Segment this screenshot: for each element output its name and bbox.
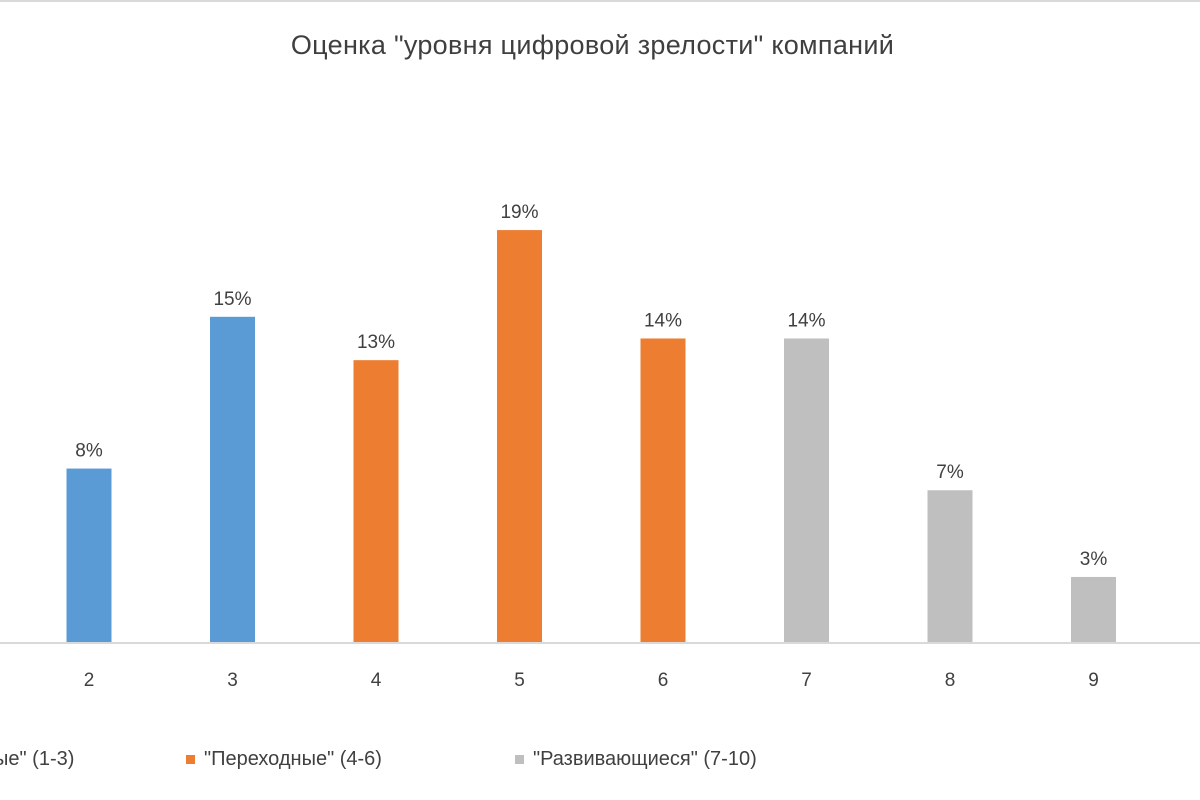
bars-layer xyxy=(66,230,1116,642)
legend-swatch-4-6 xyxy=(186,755,195,764)
x-tick-label-2: 2 xyxy=(84,670,95,691)
x-tick-label-7: 7 xyxy=(801,670,812,691)
data-label-7: 14% xyxy=(787,310,825,331)
data-label-5: 19% xyxy=(500,202,538,223)
legend-label-1-3: ые" (1-3) xyxy=(0,748,75,770)
legend: ые" (1-3) "Переходные" (4-6) "Развивающи… xyxy=(0,740,1200,780)
bar-5 xyxy=(497,230,542,642)
bar-7 xyxy=(784,338,829,642)
x-tick-label-3: 3 xyxy=(227,670,238,691)
chart-title: Оценка "уровня цифровой зрелости" компан… xyxy=(290,30,895,60)
legend-label-4-6: "Переходные" (4-6) xyxy=(204,748,382,770)
legend-item-7-10: "Развивающиеся" (7-10) xyxy=(515,748,757,771)
x-tick-label-9: 9 xyxy=(1088,670,1099,691)
bar-9 xyxy=(1071,576,1116,642)
data-label-2: 8% xyxy=(75,441,103,462)
x-tick-label-8: 8 xyxy=(945,670,956,691)
x-tick-label-5: 5 xyxy=(514,670,525,691)
bar-2 xyxy=(66,468,112,642)
x-tick-labels-layer: 2 3 4 5 6 7 8 9 xyxy=(84,670,1099,691)
x-tick-label-4: 4 xyxy=(371,670,382,691)
bar-3 xyxy=(210,316,255,642)
data-label-8: 7% xyxy=(936,462,964,483)
bar-6 xyxy=(640,338,686,642)
legend-swatch-7-10 xyxy=(515,755,524,764)
bar-4 xyxy=(353,360,399,642)
data-label-4: 13% xyxy=(357,332,395,353)
data-labels-layer: 8% 15% 13% 19% 14% 14% 7% 3% xyxy=(75,202,1107,570)
x-tick-label-6: 6 xyxy=(658,670,669,691)
chart-frame-border xyxy=(0,0,1200,2)
bar-8 xyxy=(927,490,973,642)
legend-item-1-3: ые" (1-3) xyxy=(0,748,74,771)
legend-label-7-10: "Развивающиеся" (7-10) xyxy=(533,748,757,770)
data-label-6: 14% xyxy=(644,310,682,331)
plot-area: 8% 15% 13% 19% 14% 14% 7% 3% 2 3 4 5 6 7 8 9 xyxy=(0,202,1200,691)
legend-item-4-6: "Переходные" (4-6) xyxy=(186,748,382,771)
data-label-3: 15% xyxy=(213,289,251,310)
data-label-9: 3% xyxy=(1080,549,1108,570)
